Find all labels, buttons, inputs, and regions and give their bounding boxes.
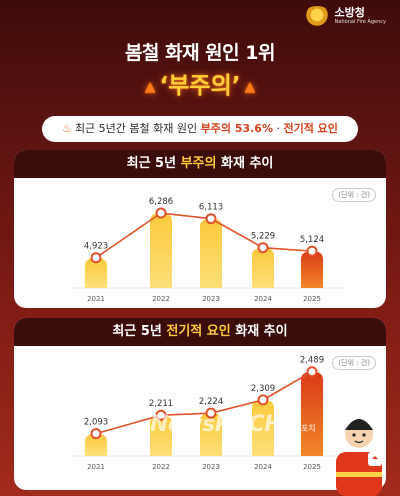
headline: 봄철 화재 원인 1위 bbox=[125, 42, 275, 64]
x-tick-label: 2025 bbox=[303, 295, 321, 303]
data-point-2023 bbox=[205, 213, 217, 225]
flame-icon: ▲ bbox=[144, 78, 156, 95]
bar-2022 bbox=[150, 415, 172, 456]
fire-icon: ♨ bbox=[62, 122, 72, 135]
fire-agency-emblem-icon bbox=[302, 6, 331, 26]
summary-prefix: 최근 5년간 봄철 화재 원인 bbox=[74, 122, 201, 135]
data-label-2025: 5,124 bbox=[300, 235, 324, 245]
sub-headline-wrap: ▲ ‘부주의’ ▲ bbox=[0, 66, 400, 100]
data-label-2021: 4,923 bbox=[84, 242, 108, 252]
brand-name: 소방청 bbox=[334, 6, 365, 19]
data-label-2021: 2,093 bbox=[84, 418, 108, 428]
data-point-2025 bbox=[306, 245, 318, 257]
data-point-2024 bbox=[257, 394, 269, 406]
chart-title-highlight: 전기적 요인 bbox=[166, 324, 231, 339]
data-label-2025: 2,489 bbox=[300, 356, 324, 366]
bar-2023 bbox=[200, 413, 222, 456]
x-tick-label: 2021 bbox=[87, 463, 105, 471]
chart-panel-carelessness: 최근 5년 부주의 화재 추이 (단위 : 건) 2021 2022 2023 202… bbox=[14, 150, 386, 308]
x-tick-label: 2023 bbox=[202, 295, 220, 303]
chart-panel-electrical: 최근 5년 전기적 요인 화재 추이 (단위 : 건) 2021 2022 2023… bbox=[14, 318, 386, 490]
flame-icon: ▲ bbox=[244, 78, 256, 95]
data-point-2024 bbox=[257, 242, 269, 254]
data-point-2021 bbox=[90, 428, 102, 440]
summary-highlight: 부주의 53.6% bbox=[200, 122, 273, 135]
brand-subtitle: National Fire Agency bbox=[334, 19, 386, 25]
summary-banner: ♨최근 5년간 봄철 화재 원인 부주의 53.6% · 전기적 요인 22.0… bbox=[42, 116, 358, 161]
data-point-2022 bbox=[155, 409, 167, 421]
bar-2025 bbox=[301, 251, 323, 288]
chart-title-highlight: 부주의 bbox=[180, 156, 217, 171]
x-tick-label: 2024 bbox=[254, 295, 272, 303]
carelessness-chart: 2021 2022 2023 2024 2025 4,923 6,286 6,113 5,229… bbox=[74, 197, 344, 303]
x-tick-label: 2022 bbox=[152, 463, 170, 471]
brand-logo: 소방청 National Fire Agency bbox=[302, 6, 386, 26]
x-tick-label: 2025 bbox=[303, 463, 321, 471]
data-label-2023: 6,113 bbox=[199, 203, 223, 213]
unit-label: (단위 : 건) bbox=[332, 356, 376, 370]
bar-2024 bbox=[252, 247, 274, 288]
bar-2022 bbox=[150, 213, 172, 288]
bar-2021 bbox=[85, 257, 107, 288]
bar-2024 bbox=[252, 399, 274, 456]
bar-2025 bbox=[301, 371, 323, 456]
bar-2021 bbox=[85, 433, 107, 456]
x-tick-label: 2021 bbox=[87, 295, 105, 303]
data-point-2025 bbox=[306, 366, 318, 378]
data-label-2022: 6,286 bbox=[149, 197, 173, 207]
chart-title-post: 화재 추이 bbox=[216, 156, 274, 171]
chart-title-post: 화재 추이 bbox=[230, 324, 288, 339]
unit-label: (단위 : 건) bbox=[332, 188, 376, 202]
chart-title-pre: 최근 5년 bbox=[112, 324, 167, 339]
electrical-chart: 2021 2022 2023 2024 2025 2,093 2,211 2,224 2,309… bbox=[74, 356, 344, 471]
bar-2023 bbox=[200, 218, 222, 288]
data-label-2023: 2,224 bbox=[199, 397, 223, 407]
x-tick-label: 2022 bbox=[152, 295, 170, 303]
data-label-2024: 5,229 bbox=[251, 232, 275, 242]
chart-title-pre: 최근 5년 bbox=[126, 156, 181, 171]
x-tick-label: 2024 bbox=[254, 463, 272, 471]
sub-headline: ‘부주의’ bbox=[159, 73, 241, 99]
firefighter-mascot-icon bbox=[336, 419, 382, 496]
summary-separator: · bbox=[272, 122, 284, 135]
data-point-2021 bbox=[90, 252, 102, 264]
chart-title: 최근 5년 부주의 화재 추이 bbox=[14, 150, 386, 178]
data-label-2022: 2,211 bbox=[149, 399, 173, 409]
data-label-2024: 2,309 bbox=[251, 384, 275, 394]
data-point-2023 bbox=[205, 407, 217, 419]
chart-title: 최근 5년 전기적 요인 화재 추이 bbox=[14, 318, 386, 346]
data-point-2022 bbox=[155, 207, 167, 219]
x-tick-label: 2023 bbox=[202, 463, 220, 471]
